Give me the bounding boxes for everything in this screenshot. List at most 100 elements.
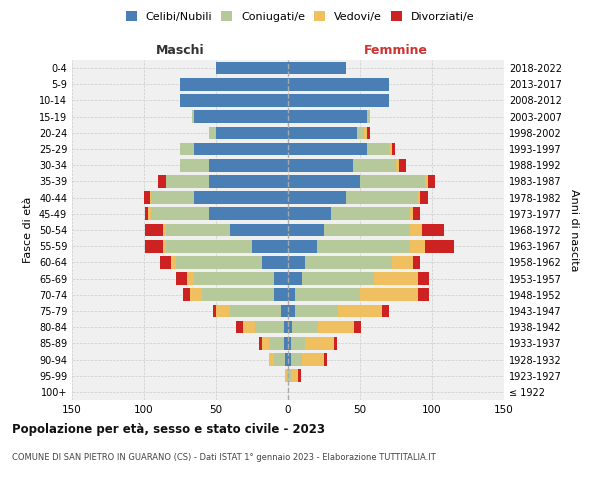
Bar xyxy=(145,240,163,252)
Bar xyxy=(354,321,361,334)
Bar xyxy=(176,272,187,285)
Bar xyxy=(288,321,292,334)
Bar xyxy=(150,192,151,204)
Text: Femmine: Femmine xyxy=(364,44,428,57)
Bar xyxy=(410,224,422,236)
Bar xyxy=(392,142,395,156)
Bar xyxy=(396,159,399,172)
Bar xyxy=(216,304,230,318)
Bar xyxy=(374,272,418,285)
Bar xyxy=(389,142,392,156)
Bar xyxy=(284,321,288,334)
Bar xyxy=(338,304,382,318)
Bar xyxy=(288,110,367,123)
Bar xyxy=(176,256,262,268)
Bar xyxy=(202,288,274,301)
Bar xyxy=(399,159,406,172)
Legend: Celibi/Nubili, Coniugati/e, Vedovi/e, Divorziati/e: Celibi/Nubili, Coniugati/e, Vedovi/e, Di… xyxy=(122,8,478,25)
Bar xyxy=(367,142,389,156)
Bar xyxy=(166,175,209,188)
Bar xyxy=(360,288,418,301)
Bar xyxy=(305,256,392,268)
Y-axis label: Fasce di età: Fasce di età xyxy=(23,197,33,263)
Bar xyxy=(213,304,216,318)
Bar xyxy=(216,62,288,74)
Bar xyxy=(302,272,374,285)
Bar xyxy=(209,126,216,139)
Bar xyxy=(262,256,288,268)
Bar xyxy=(291,337,305,349)
Bar xyxy=(209,159,288,172)
Bar xyxy=(418,272,429,285)
Bar xyxy=(418,192,421,204)
Bar xyxy=(334,337,337,349)
Bar xyxy=(166,240,252,252)
Bar xyxy=(209,208,288,220)
Bar xyxy=(295,288,360,301)
Bar xyxy=(288,304,295,318)
Text: Maschi: Maschi xyxy=(155,44,205,57)
Bar xyxy=(230,304,281,318)
Bar xyxy=(187,272,194,285)
Bar xyxy=(236,321,244,334)
Bar xyxy=(421,192,428,204)
Bar xyxy=(331,208,410,220)
Bar xyxy=(288,142,367,156)
Bar xyxy=(413,256,421,268)
Bar xyxy=(287,370,288,382)
Bar xyxy=(413,208,421,220)
Bar xyxy=(324,353,327,366)
Bar xyxy=(288,62,346,74)
Bar xyxy=(180,142,194,156)
Bar xyxy=(295,304,338,318)
Bar xyxy=(425,175,428,188)
Bar xyxy=(360,175,425,188)
Bar xyxy=(252,240,288,252)
Bar xyxy=(255,321,284,334)
Bar xyxy=(367,110,370,123)
Bar xyxy=(410,240,425,252)
Bar xyxy=(288,240,317,252)
Bar xyxy=(288,272,302,285)
Bar xyxy=(151,208,209,220)
Bar xyxy=(259,337,262,349)
Bar xyxy=(422,224,443,236)
Bar xyxy=(317,240,410,252)
Bar xyxy=(194,272,274,285)
Bar xyxy=(357,126,364,139)
Bar xyxy=(288,78,389,90)
Text: Popolazione per età, sesso e stato civile - 2023: Popolazione per età, sesso e stato civil… xyxy=(12,422,325,436)
Bar xyxy=(180,78,288,90)
Bar xyxy=(262,337,269,349)
Bar xyxy=(160,256,172,268)
Bar xyxy=(288,208,331,220)
Bar xyxy=(364,126,367,139)
Bar xyxy=(274,272,288,285)
Bar xyxy=(288,192,346,204)
Bar xyxy=(163,240,166,252)
Bar xyxy=(285,353,288,366)
Bar xyxy=(288,159,353,172)
Bar xyxy=(318,321,354,334)
Bar xyxy=(428,175,435,188)
Bar xyxy=(288,126,357,139)
Bar xyxy=(145,208,148,220)
Bar xyxy=(216,126,288,139)
Bar xyxy=(194,110,288,123)
Bar xyxy=(291,370,298,382)
Bar xyxy=(305,337,334,349)
Bar xyxy=(288,370,291,382)
Bar xyxy=(269,353,274,366)
Bar xyxy=(209,175,288,188)
Bar xyxy=(392,256,413,268)
Bar xyxy=(158,175,166,188)
Bar xyxy=(346,192,418,204)
Bar xyxy=(291,353,302,366)
Bar xyxy=(298,370,301,382)
Bar xyxy=(180,159,209,172)
Bar xyxy=(418,288,429,301)
Bar xyxy=(144,192,150,204)
Bar xyxy=(425,240,454,252)
Bar xyxy=(194,142,288,156)
Bar xyxy=(288,175,360,188)
